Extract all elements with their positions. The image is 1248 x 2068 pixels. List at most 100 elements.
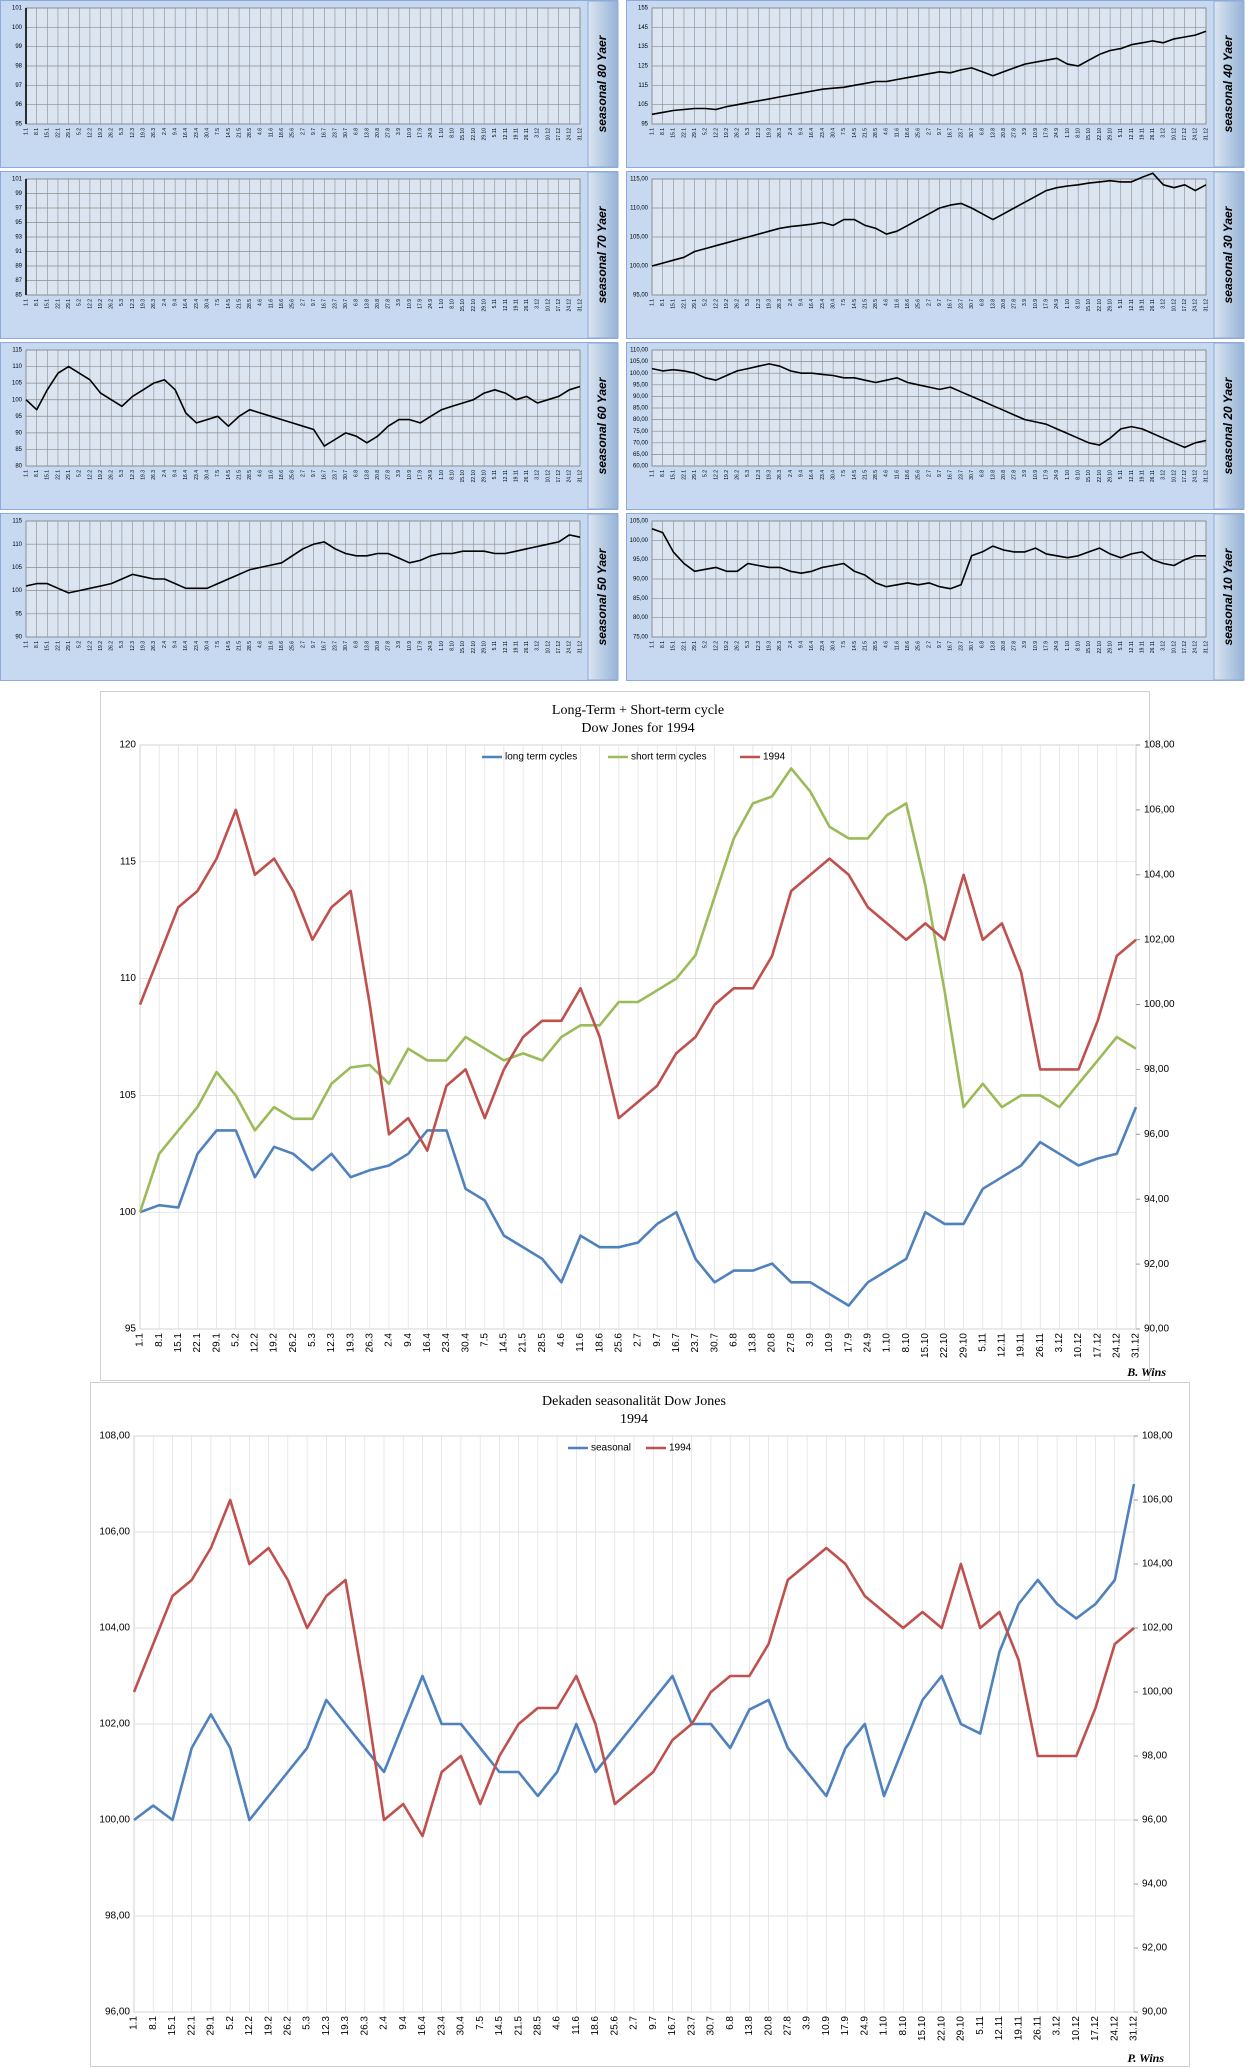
side-label: seasonal 60 Yaer — [595, 376, 609, 474]
x-tick-label: 17.12 — [556, 299, 562, 312]
x-tick-label: 2.7 — [300, 128, 306, 135]
x-tick-label: 31.12 — [1129, 2016, 1140, 2041]
x-tick-label: 6.8 — [728, 1333, 739, 1347]
x-tick-label: 8.1 — [660, 128, 666, 135]
x-tick-label: 26.11 — [524, 470, 530, 482]
x-tick-label: 7.5 — [215, 128, 221, 135]
y-tick-label: 99 — [15, 44, 22, 50]
x-tick-label: 19.11 — [1016, 1333, 1027, 1358]
x-tick-label: 26.3 — [359, 2016, 370, 2036]
x-tick-label: 5.11 — [1118, 128, 1124, 138]
x-tick-label: 16.4 — [809, 470, 815, 480]
x-tick-label: 23.7 — [332, 128, 338, 138]
x-tick-label: 8.10 — [449, 128, 455, 138]
x-tick-label: 26.3 — [777, 299, 783, 309]
y-tick-label: 155 — [638, 6, 649, 12]
series-line — [133, 1483, 1136, 1822]
x-tick-label: 16.4 — [183, 641, 189, 651]
y-tick-label: 100 — [12, 397, 23, 403]
x-tick-label: 12.11 — [503, 299, 509, 311]
x-tick-label: 19.2 — [263, 2016, 274, 2036]
y-tick-label: 85,00 — [633, 596, 649, 602]
x-tick-label: 9.4 — [798, 641, 804, 648]
x-tick-label: 10.9 — [1033, 641, 1039, 651]
x-tick-label: 30.7 — [969, 641, 975, 651]
x-tick-label: 13.8 — [990, 299, 996, 309]
x-tick-label: 26.3 — [151, 128, 157, 138]
x-tick-label: 10.12 — [545, 470, 551, 483]
x-tick-label: 25.6 — [916, 641, 922, 651]
x-tick-label: 19.2 — [98, 641, 104, 651]
x-tick-label: 23.7 — [332, 641, 338, 651]
x-tick-label: 15.1 — [45, 470, 51, 480]
x-tick-label: 9.4 — [798, 299, 804, 306]
x-tick-label: 31.12 — [1203, 299, 1209, 312]
x-tick-label: 5.3 — [119, 299, 125, 306]
x-tick-label: 21.5 — [513, 2016, 524, 2036]
side-label: seasonal 20 Yaer — [1221, 376, 1235, 474]
x-tick-label: 17.9 — [418, 641, 424, 651]
side-label-box — [1213, 342, 1245, 510]
x-tick-label: 25.6 — [609, 2016, 620, 2036]
x-tick-label: 26.2 — [109, 641, 115, 651]
x-tick-label: 7.5 — [841, 470, 847, 477]
x-tick-label: 20.8 — [1001, 128, 1007, 138]
x-tick-label: 30.4 — [204, 128, 210, 138]
x-tick-label: 3.12 — [535, 128, 541, 138]
y-tick-label: 99 — [15, 191, 22, 197]
x-tick-label: 26.3 — [151, 641, 157, 651]
x-tick-label: 23.4 — [436, 2016, 447, 2036]
x-tick-label: 15.10 — [1086, 299, 1092, 312]
x-tick-label: 5.2 — [225, 2016, 236, 2030]
side-label: seasonal 50 Yaer — [595, 547, 609, 645]
x-tick-label: 19.3 — [340, 2016, 351, 2036]
x-tick-label: 25.6 — [916, 128, 922, 138]
x-tick-label: 15.1 — [671, 641, 677, 651]
chart-title: Long-Term + Short-term cycle — [552, 703, 724, 718]
x-tick-label: 17.9 — [418, 299, 424, 309]
x-tick-label: 22.10 — [1097, 299, 1103, 312]
side-label-box — [587, 171, 619, 339]
x-tick-label: 29.1 — [66, 299, 72, 309]
x-tick-label: 14.5 — [226, 641, 232, 651]
y-tick-label: 115 — [12, 519, 22, 525]
x-tick-label: 11.6 — [894, 470, 900, 480]
x-tick-label: 9.4 — [798, 470, 804, 477]
x-tick-label: 22.1 — [681, 641, 687, 651]
x-tick-label: 5.3 — [119, 128, 125, 135]
x-tick-label: 1.1 — [649, 128, 655, 135]
x-tick-label: 17.12 — [1182, 641, 1188, 654]
x-tick-label: 12.11 — [1129, 128, 1135, 140]
x-tick-label: 28.5 — [537, 1333, 548, 1353]
y-tick-label: 95 — [15, 122, 22, 128]
x-tick-label: 29.10 — [956, 2016, 967, 2041]
x-tick-label: 19.3 — [345, 1333, 356, 1353]
x-tick-label: 8.10 — [1075, 128, 1081, 138]
x-tick-label: 12.2 — [713, 470, 719, 480]
x-tick-label: 24.9 — [1054, 641, 1060, 651]
x-tick-label: 19.11 — [1013, 2016, 1024, 2041]
y-tick-label: 145 — [638, 25, 649, 31]
x-tick-label: 12.11 — [1129, 641, 1135, 653]
x-tick-label: 15.1 — [45, 128, 51, 138]
x-tick-label: 7.5 — [479, 1333, 490, 1347]
x-tick-label: 20.8 — [767, 1333, 778, 1353]
x-tick-label: 20.8 — [1001, 641, 1007, 651]
x-tick-label: 17.9 — [1044, 128, 1050, 138]
x-tick-label: 27.8 — [386, 299, 392, 309]
x-tick-label: 2.4 — [384, 1333, 395, 1347]
legend-label: 1994 — [763, 752, 786, 763]
x-tick-label: 20.8 — [1001, 470, 1007, 480]
x-tick-label: 5.2 — [703, 641, 709, 648]
x-tick-label: 5.3 — [745, 128, 751, 135]
x-tick-label: 6.8 — [980, 299, 986, 306]
x-tick-label: 22.10 — [1097, 470, 1103, 483]
y2-tick-label: 96,00 — [1144, 1129, 1169, 1140]
x-tick-label: 22.1 — [55, 470, 61, 480]
x-tick-label: 17.12 — [1182, 470, 1188, 483]
x-tick-label: 31.12 — [577, 128, 583, 141]
x-tick-label: 22.10 — [936, 2016, 947, 2041]
y-tick-label: 95 — [641, 122, 648, 128]
y-tick-label: 104,00 — [99, 1623, 130, 1634]
x-tick-label: 30.4 — [830, 641, 836, 651]
